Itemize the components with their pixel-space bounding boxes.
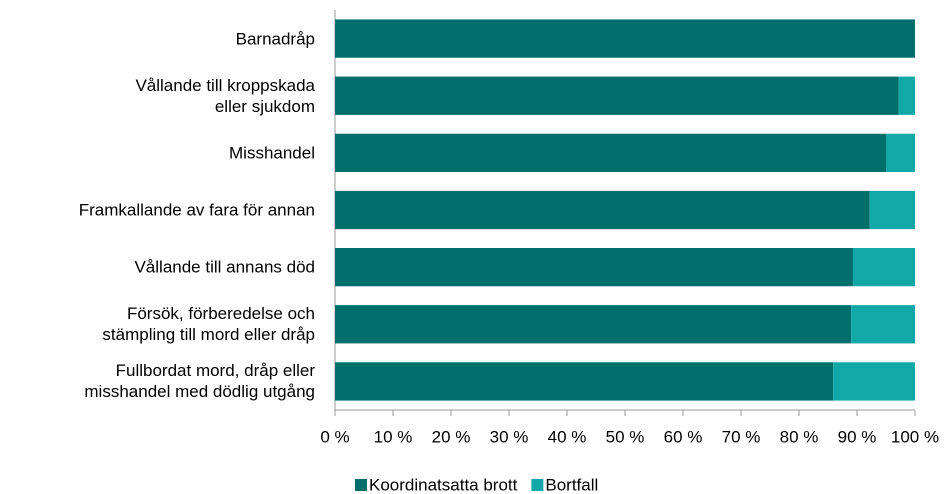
x-tick-label: 60 % xyxy=(664,427,703,446)
y-tick-label: Barnadråp xyxy=(235,29,315,49)
bar xyxy=(335,76,899,115)
legend-label: Bortfall xyxy=(545,475,598,494)
y-tick-label: Framkallande av fara för annan xyxy=(78,200,315,220)
y-tick-label: Misshandel xyxy=(229,143,315,163)
x-tick-label: 30 % xyxy=(490,427,529,446)
bar xyxy=(335,248,853,287)
y-tick-label: Försök, förberedelse och stämpling till … xyxy=(102,304,315,345)
bar xyxy=(869,190,915,230)
bar xyxy=(335,305,852,344)
y-tick-label: Vållande till kroppskada eller sjukdom xyxy=(135,75,315,116)
x-tick-label: 10 % xyxy=(374,427,413,446)
x-tick-label: 80 % xyxy=(780,427,819,446)
x-tick-label: 40 % xyxy=(548,427,587,446)
x-tick-label: 0 % xyxy=(320,427,349,446)
x-tick-label: 90 % xyxy=(838,427,877,446)
x-tick-label: 50 % xyxy=(606,427,645,446)
x-tick-label: 20 % xyxy=(432,427,471,446)
x-tick-label: 100 % xyxy=(891,427,939,446)
bar xyxy=(852,248,915,287)
bar xyxy=(898,76,915,115)
bar xyxy=(851,305,915,344)
y-tick-label: Vållande till annans död xyxy=(134,257,315,277)
legend-swatch xyxy=(355,479,367,491)
y-tick-label: Fullbordat mord, dråp eller misshandel m… xyxy=(84,361,315,402)
legend-swatch xyxy=(531,479,544,491)
x-tick-label: 70 % xyxy=(722,427,761,446)
bar xyxy=(833,362,915,401)
bar xyxy=(335,19,915,58)
legend-label: Koordinatsatta brott xyxy=(369,475,518,494)
bar xyxy=(335,190,870,230)
bar xyxy=(335,133,886,172)
bar xyxy=(886,133,915,172)
bar xyxy=(335,362,834,401)
